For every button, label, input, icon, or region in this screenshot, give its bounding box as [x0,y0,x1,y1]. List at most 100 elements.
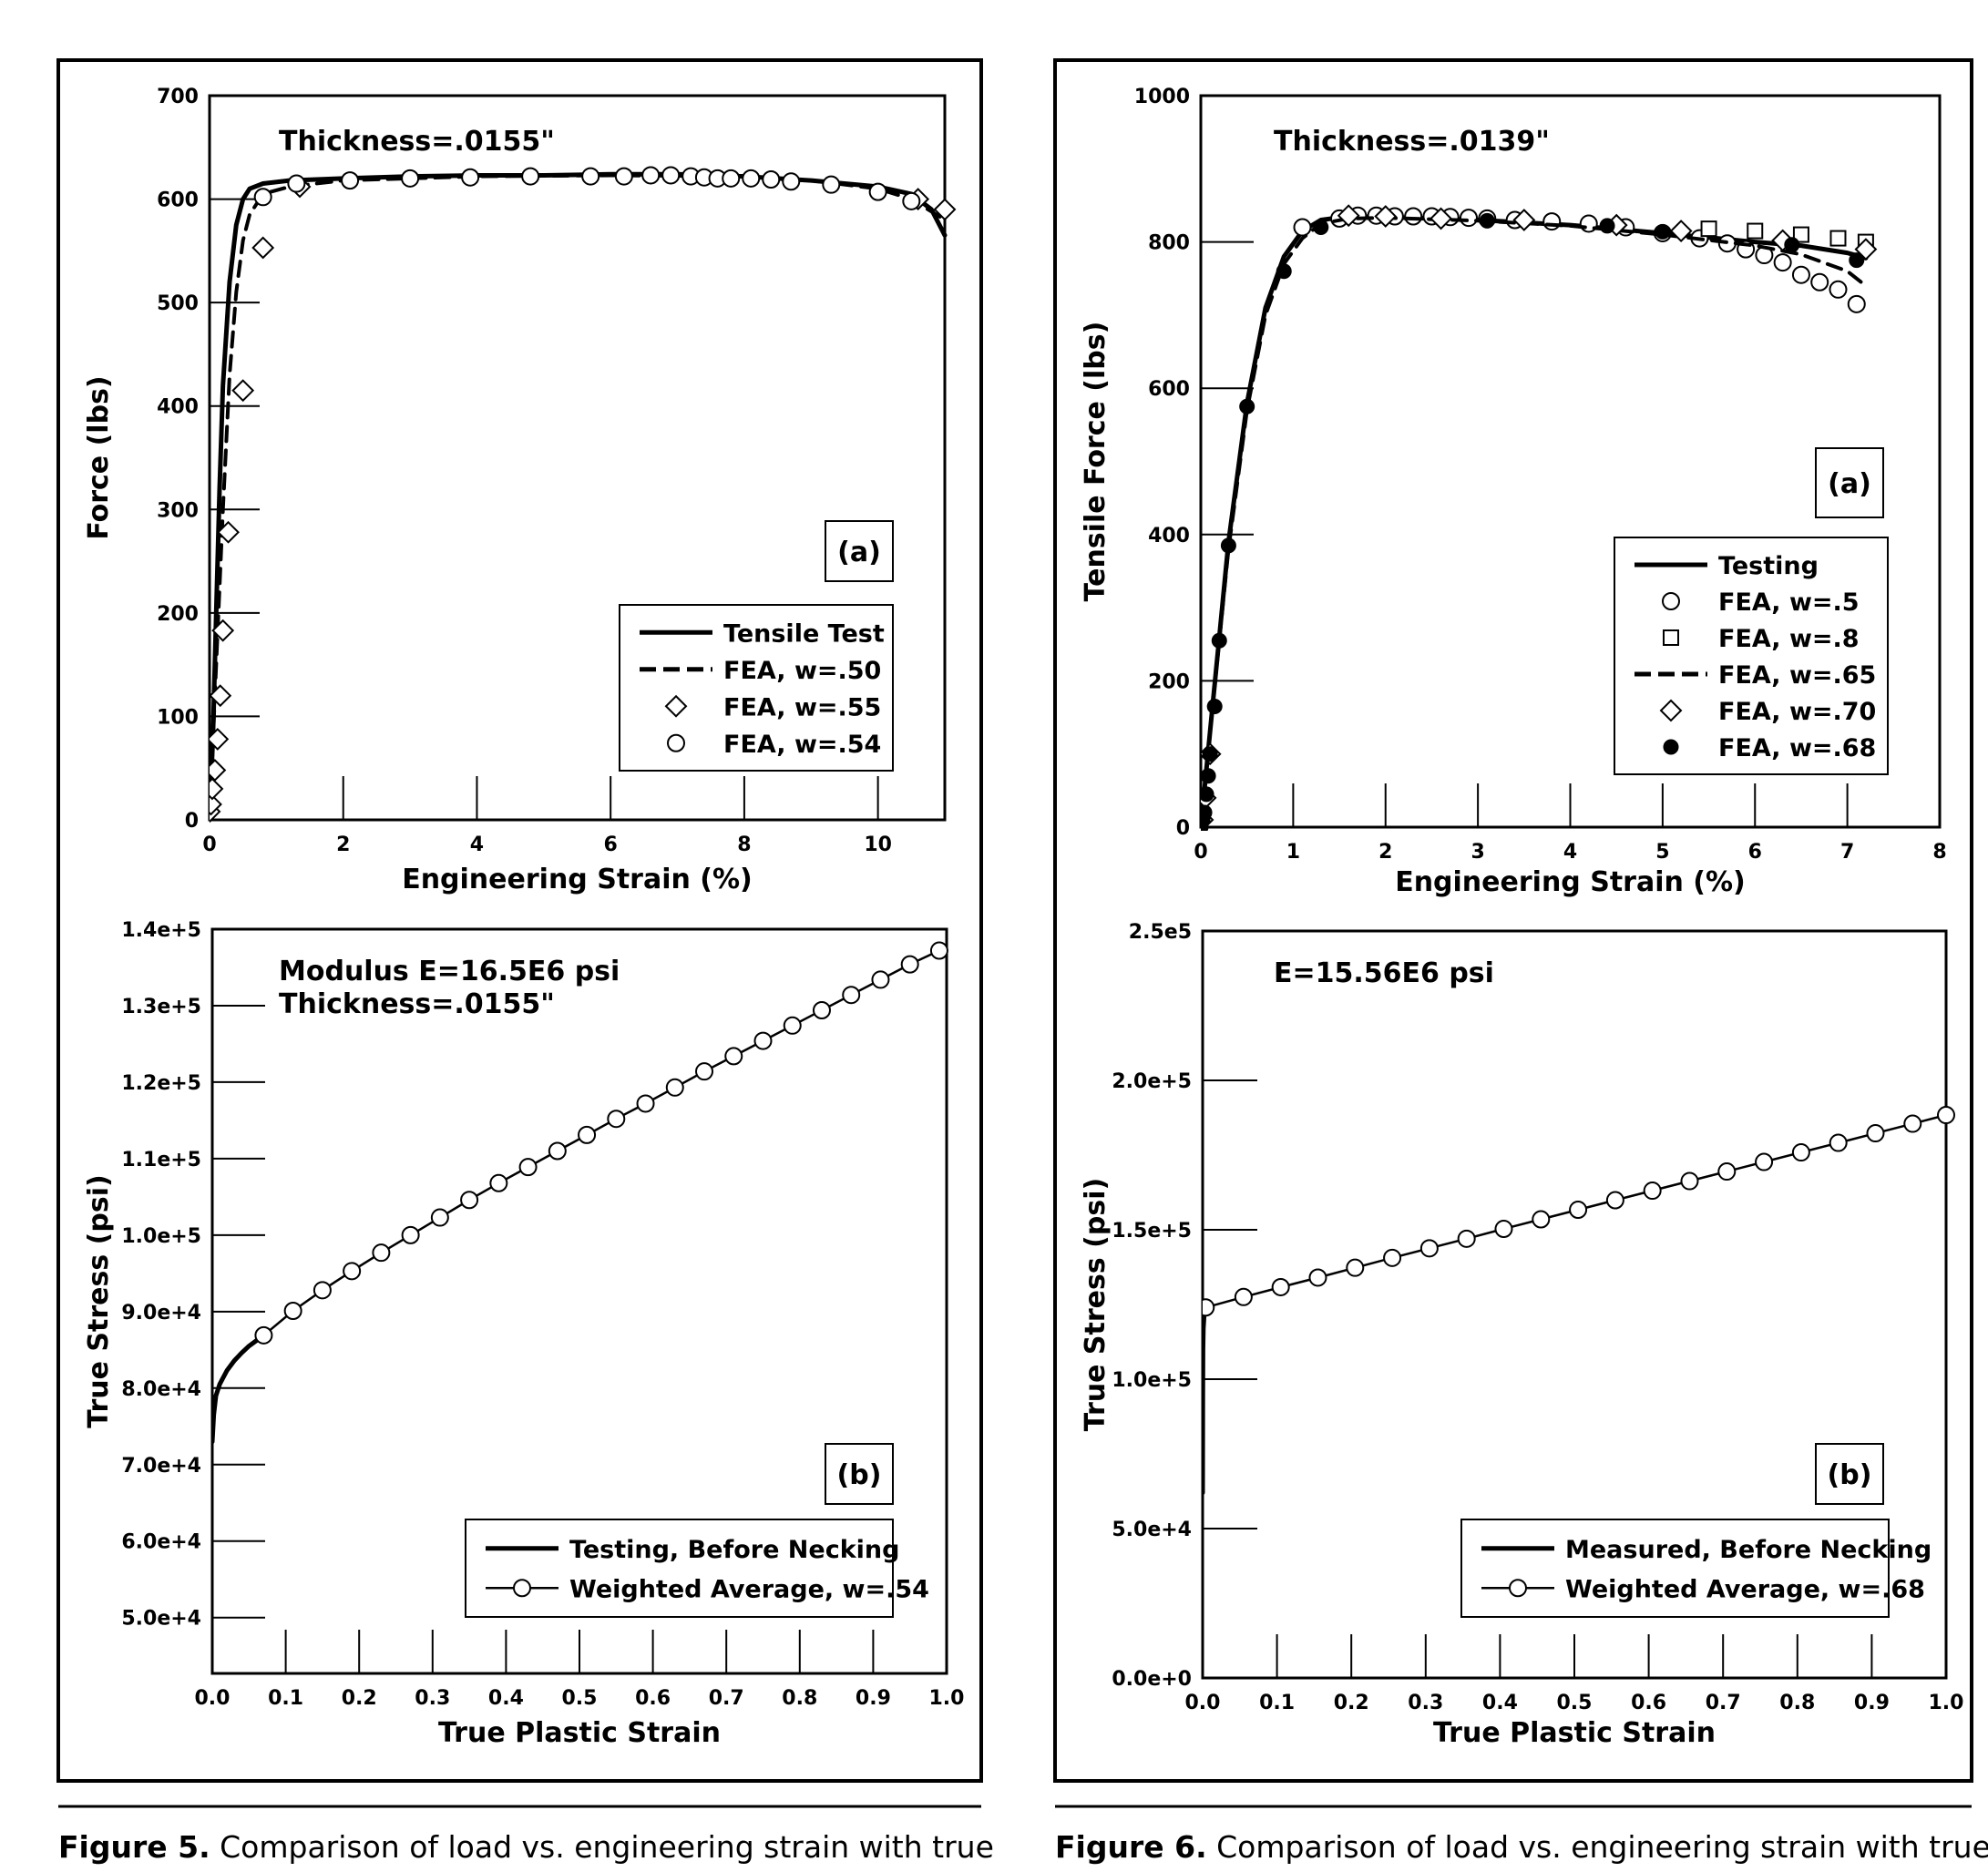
fig5a-panel-tag-box [825,520,894,582]
fig5a-series-fea-w-54-point [822,175,841,194]
fig6a-series-fea-w-5-point [1542,212,1562,231]
fig6a-panel-tag: (a) [1828,468,1871,500]
fig5a-series-fea-w-54-point [341,171,360,190]
fig6b-panel-tag: (b) [1828,1459,1872,1491]
fig6a-series-fea-w-5-point [1459,209,1478,228]
fig5a-panel-tag: (a) [837,537,881,568]
fig6a-series-fea-w-68-point [1276,263,1292,280]
fig5a-legend-label: FEA, w=.54 [723,731,881,759]
fig5a-ytick-label: 400 [157,396,199,419]
fig5a-x-axis-label: Engineering Strain (%) [402,864,753,895]
fig5a-ytick-label: 700 [157,86,199,108]
fig5b-series-weighted-average-w-54-point [372,1243,391,1263]
fig6a-series-fea-w-68-point [1202,746,1218,762]
fig5b-annotation-line: Thickness=.0155" [279,988,555,1020]
fig6b-series-weighted-average-w-68-point [1643,1182,1662,1201]
fig5b-ytick-label: 1.2e+5 [121,1072,201,1095]
fig5b-ytick-label: 1.0e+5 [121,1225,201,1248]
fig6a-y-axis-label: Tensile Force (lbs) [1080,322,1112,602]
fig6b-series-weighted-average-w-68-point [1308,1268,1327,1287]
figure-5-caption: Figure 5. Comparison of load vs. enginee… [58,1829,994,1865]
fig5b-series-weighted-average-w-54-point [518,1158,538,1177]
fig6b-xtick-label: 0.2 [1334,1692,1369,1714]
figure-6-caption: Figure 6. Comparison of load vs. enginee… [1055,1829,1988,1865]
fig5b-series-layer [212,941,948,1445]
fig5b-series-weighted-average-w-54-point [929,941,948,960]
fig6a-ytick-label: 400 [1148,525,1190,547]
fig5b-series-weighted-average-w-54-point [812,1001,831,1020]
fig5a-ytick-label: 600 [157,189,199,212]
fig5b-legend-label: Testing, Before Necking [569,1536,899,1564]
fig6b-xtick-label: 0.4 [1482,1692,1518,1714]
fig6a-xtick-label: 7 [1840,841,1854,864]
fig5a-legend-label: FEA, w=.50 [723,657,881,685]
fig6b-series-weighted-average-w-68-point [1346,1258,1365,1277]
fig6a-series-fea-w-70-point [1669,220,1693,242]
fig6a-series-fea-w-5-point [1847,294,1866,313]
fig6a-series-fea-w-68-point [1655,223,1671,240]
fig6a-xtick-label: 1 [1286,841,1300,864]
fig6a-series-fea-w-68-point [1784,237,1800,253]
fig6a-xtick-label: 2 [1378,841,1392,864]
fig6a-series-fea-w-8-point [1747,222,1764,240]
fig5b-series-weighted-average-w-54-point [430,1208,449,1227]
fig6b-ytick-label: 2.5e5 [1129,921,1192,944]
fig6a-legend-label: FEA, w=.68 [1718,734,1876,762]
fig6a-series-layer [1201,204,1878,831]
fig5b-series-weighted-average-w-54-point [783,1016,802,1035]
fig5b-series-weighted-average-w-54-point [724,1047,743,1066]
fig6b-series-weighted-average-w-68-point [1605,1191,1624,1210]
fig5b-xtick-label: 0.6 [635,1687,671,1710]
fig6b-series-weighted-average-w-68-point [1234,1287,1253,1306]
fig5b-series-weighted-average-w-54-point [401,1225,420,1244]
fig5a-xtick-label: 6 [604,834,618,856]
fig6b-series-weighted-average-w-68-point [1937,1106,1955,1125]
fig6a-ytick-label: 600 [1148,378,1190,401]
fig6a-series-fea-w-5-point [1810,272,1829,292]
fig6b-series-measured-before-necking-line [1203,1304,1208,1496]
fig6b-legend-swatch-marker [1509,1579,1527,1598]
figure-6-caption-text: Comparison of load vs. engineering strai… [1216,1829,1988,1865]
fig6a-series-fea-w-70-point [1337,204,1360,228]
fig5a-series-fea-w-54-point [581,167,600,186]
fig6a-series-fea-w-5-point [1404,207,1423,226]
fig6a-series-fea-w-68-point [1220,537,1236,554]
fig6b-series-weighted-average-w-68-point [1494,1220,1513,1239]
fig5b-legend-box [465,1519,894,1618]
fig6b-series-weighted-average-w-68-point [1532,1210,1551,1229]
fig5b-series-weighted-average-w-54-point [548,1141,567,1161]
fig5b-series-weighted-average-w-54-point [283,1301,302,1320]
fig6b-legend-label: Measured, Before Necking [1565,1536,1932,1564]
fig5b-xtick-label: 0.4 [488,1687,524,1710]
fig6b-xtick-label: 0.5 [1557,1692,1593,1714]
fig6a-xtick-label: 8 [1932,841,1946,864]
fig5b-ytick-label: 8.0e+4 [121,1378,201,1401]
fig6a-series-fea-w-8-point [1829,230,1847,247]
fig6a-legend-swatch-marker [1659,699,1683,722]
fig5b-series-testing-before-necking-line [212,1333,266,1445]
fig6a-legend-swatch-marker [1663,739,1679,755]
fig5a-legend-swatch-marker [664,694,688,718]
fig6a-series-fea-w-68-point [1201,786,1214,803]
fig6a-series-fea-w-68-point [1239,398,1255,414]
fig5a-series-fea-w-54-point [401,169,420,188]
fig6a-series-fea-w-68-point [1599,218,1615,234]
fig5b-series-weighted-average-w-54-point [636,1094,655,1113]
fig6b-ytick-label: 5.0e+4 [1112,1519,1192,1541]
fig6a-ytick-label: 0 [1176,817,1190,840]
fig5b-panel-tag: (b) [837,1459,882,1491]
fig6b-xtick-label: 0.7 [1706,1692,1741,1714]
fig6a-legend-swatch-marker [1663,629,1679,646]
fig6b-ytick-label: 0.0e+0 [1112,1668,1192,1691]
chart-fig5b-stress-vs-plastic-strain: 5.0e+4 6.0e+4 7.0e+4 8.0e+4 9.0e+4 1.0e+5 1.1e… [83,919,964,1749]
fig5b-ytick-label: 1.3e+5 [121,996,201,1018]
fig6b-xtick-label: 0.0 [1185,1692,1221,1714]
fig6b-series-weighted-average-w-68-point [1383,1248,1402,1267]
fig5b-series-weighted-average-w-54-point [871,970,890,989]
fig6b-series-weighted-average-w-68-point [1717,1162,1737,1182]
fig6a-xtick-label: 0 [1194,841,1207,864]
fig5a-series-fea-w-55-point [251,236,275,260]
fig5b-legend-label: Weighted Average, w=.54 [569,1575,929,1603]
fig6a-series-fea-w-8-point [1792,226,1809,243]
